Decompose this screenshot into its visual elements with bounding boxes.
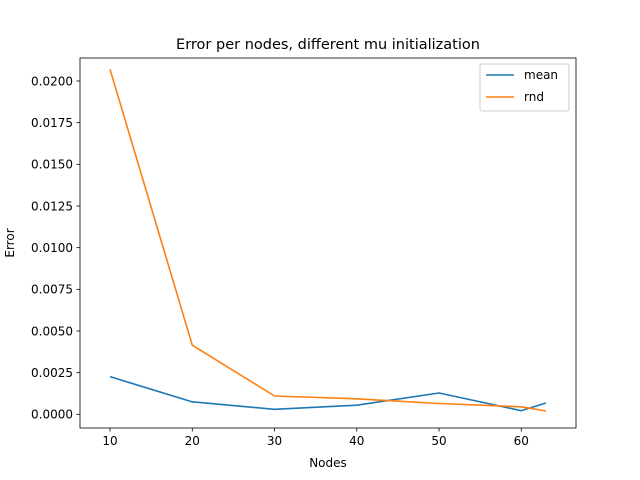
y-tick-label: 0.0000 [31, 408, 73, 422]
x-axis-title: Nodes [309, 456, 347, 470]
y-tick-label: 0.0050 [31, 324, 73, 338]
legend-label-mean: mean [524, 68, 558, 82]
y-tick-label: 0.0150 [31, 158, 73, 172]
x-tick-label: 40 [349, 434, 364, 448]
x-tick-label: 50 [431, 434, 446, 448]
y-tick-label: 0.0100 [31, 241, 73, 255]
y-tick-label: 0.0175 [31, 116, 73, 130]
y-tick-label: 0.0200 [31, 74, 73, 88]
y-tick-label: 0.0125 [31, 199, 73, 213]
x-tick-label: 30 [267, 434, 282, 448]
series-line-rnd [109, 69, 547, 412]
x-tick-label: 60 [514, 434, 529, 448]
series-lines [109, 69, 547, 412]
y-tick-label: 0.0075 [31, 283, 73, 297]
y-axis-title: Error [3, 228, 17, 257]
legend-label-rnd: rnd [524, 90, 544, 104]
plot-area [79, 57, 577, 429]
x-tick-label: 20 [185, 434, 200, 448]
legend: mean rnd [479, 63, 570, 112]
plot-frame [79, 57, 577, 429]
series-line-mean [109, 375, 547, 412]
chart-title: Error per nodes, different mu initializa… [176, 37, 480, 53]
x-tick-label: 10 [102, 434, 117, 448]
y-axis: 0.0000 0.0025 0.0050 0.0075 0.0100 0.0125 0.01… [31, 74, 80, 422]
y-tick-label: 0.0025 [31, 366, 73, 380]
x-axis: 10 20 30 40 50 60 [102, 428, 529, 448]
